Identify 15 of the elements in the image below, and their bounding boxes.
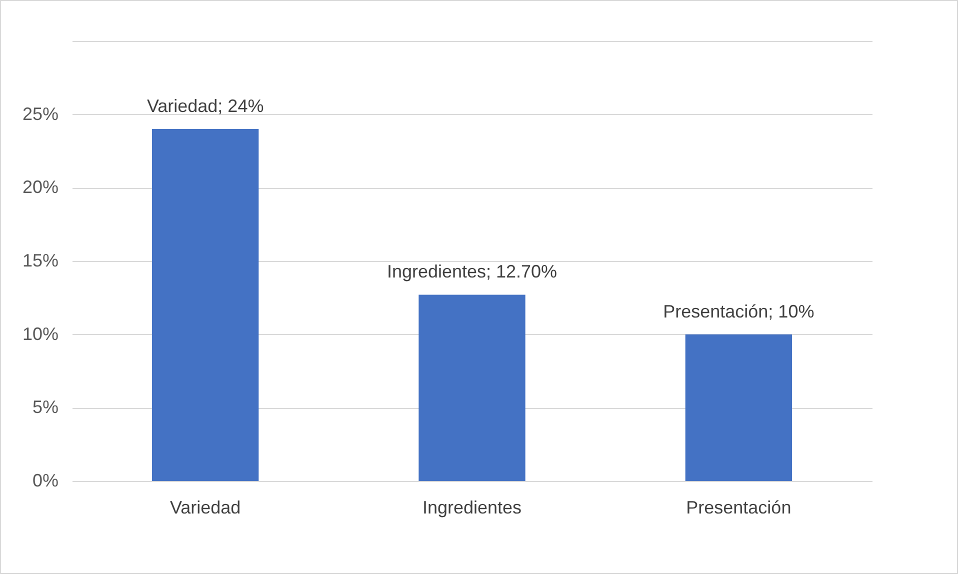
y-tick-label: 15% (22, 250, 58, 270)
bar (418, 294, 526, 481)
bar (152, 129, 259, 481)
x-tick-label: Ingredientes (422, 498, 522, 518)
y-tick-label: 10% (22, 324, 58, 344)
x-tick-label: Presentación (686, 498, 792, 518)
data-label: Variedad; 24% (146, 96, 264, 116)
y-tick-label: 5% (32, 397, 58, 418)
data-label: Presentación; 10% (663, 301, 814, 322)
y-tick-label: 20% (22, 177, 58, 198)
x-tick-label: Variedad (170, 498, 241, 518)
data-label: Ingredientes; 12.70% (386, 262, 558, 282)
y-tick-label: 25% (22, 104, 58, 124)
y-tick-label: 0% (32, 470, 58, 490)
bar (685, 334, 792, 481)
